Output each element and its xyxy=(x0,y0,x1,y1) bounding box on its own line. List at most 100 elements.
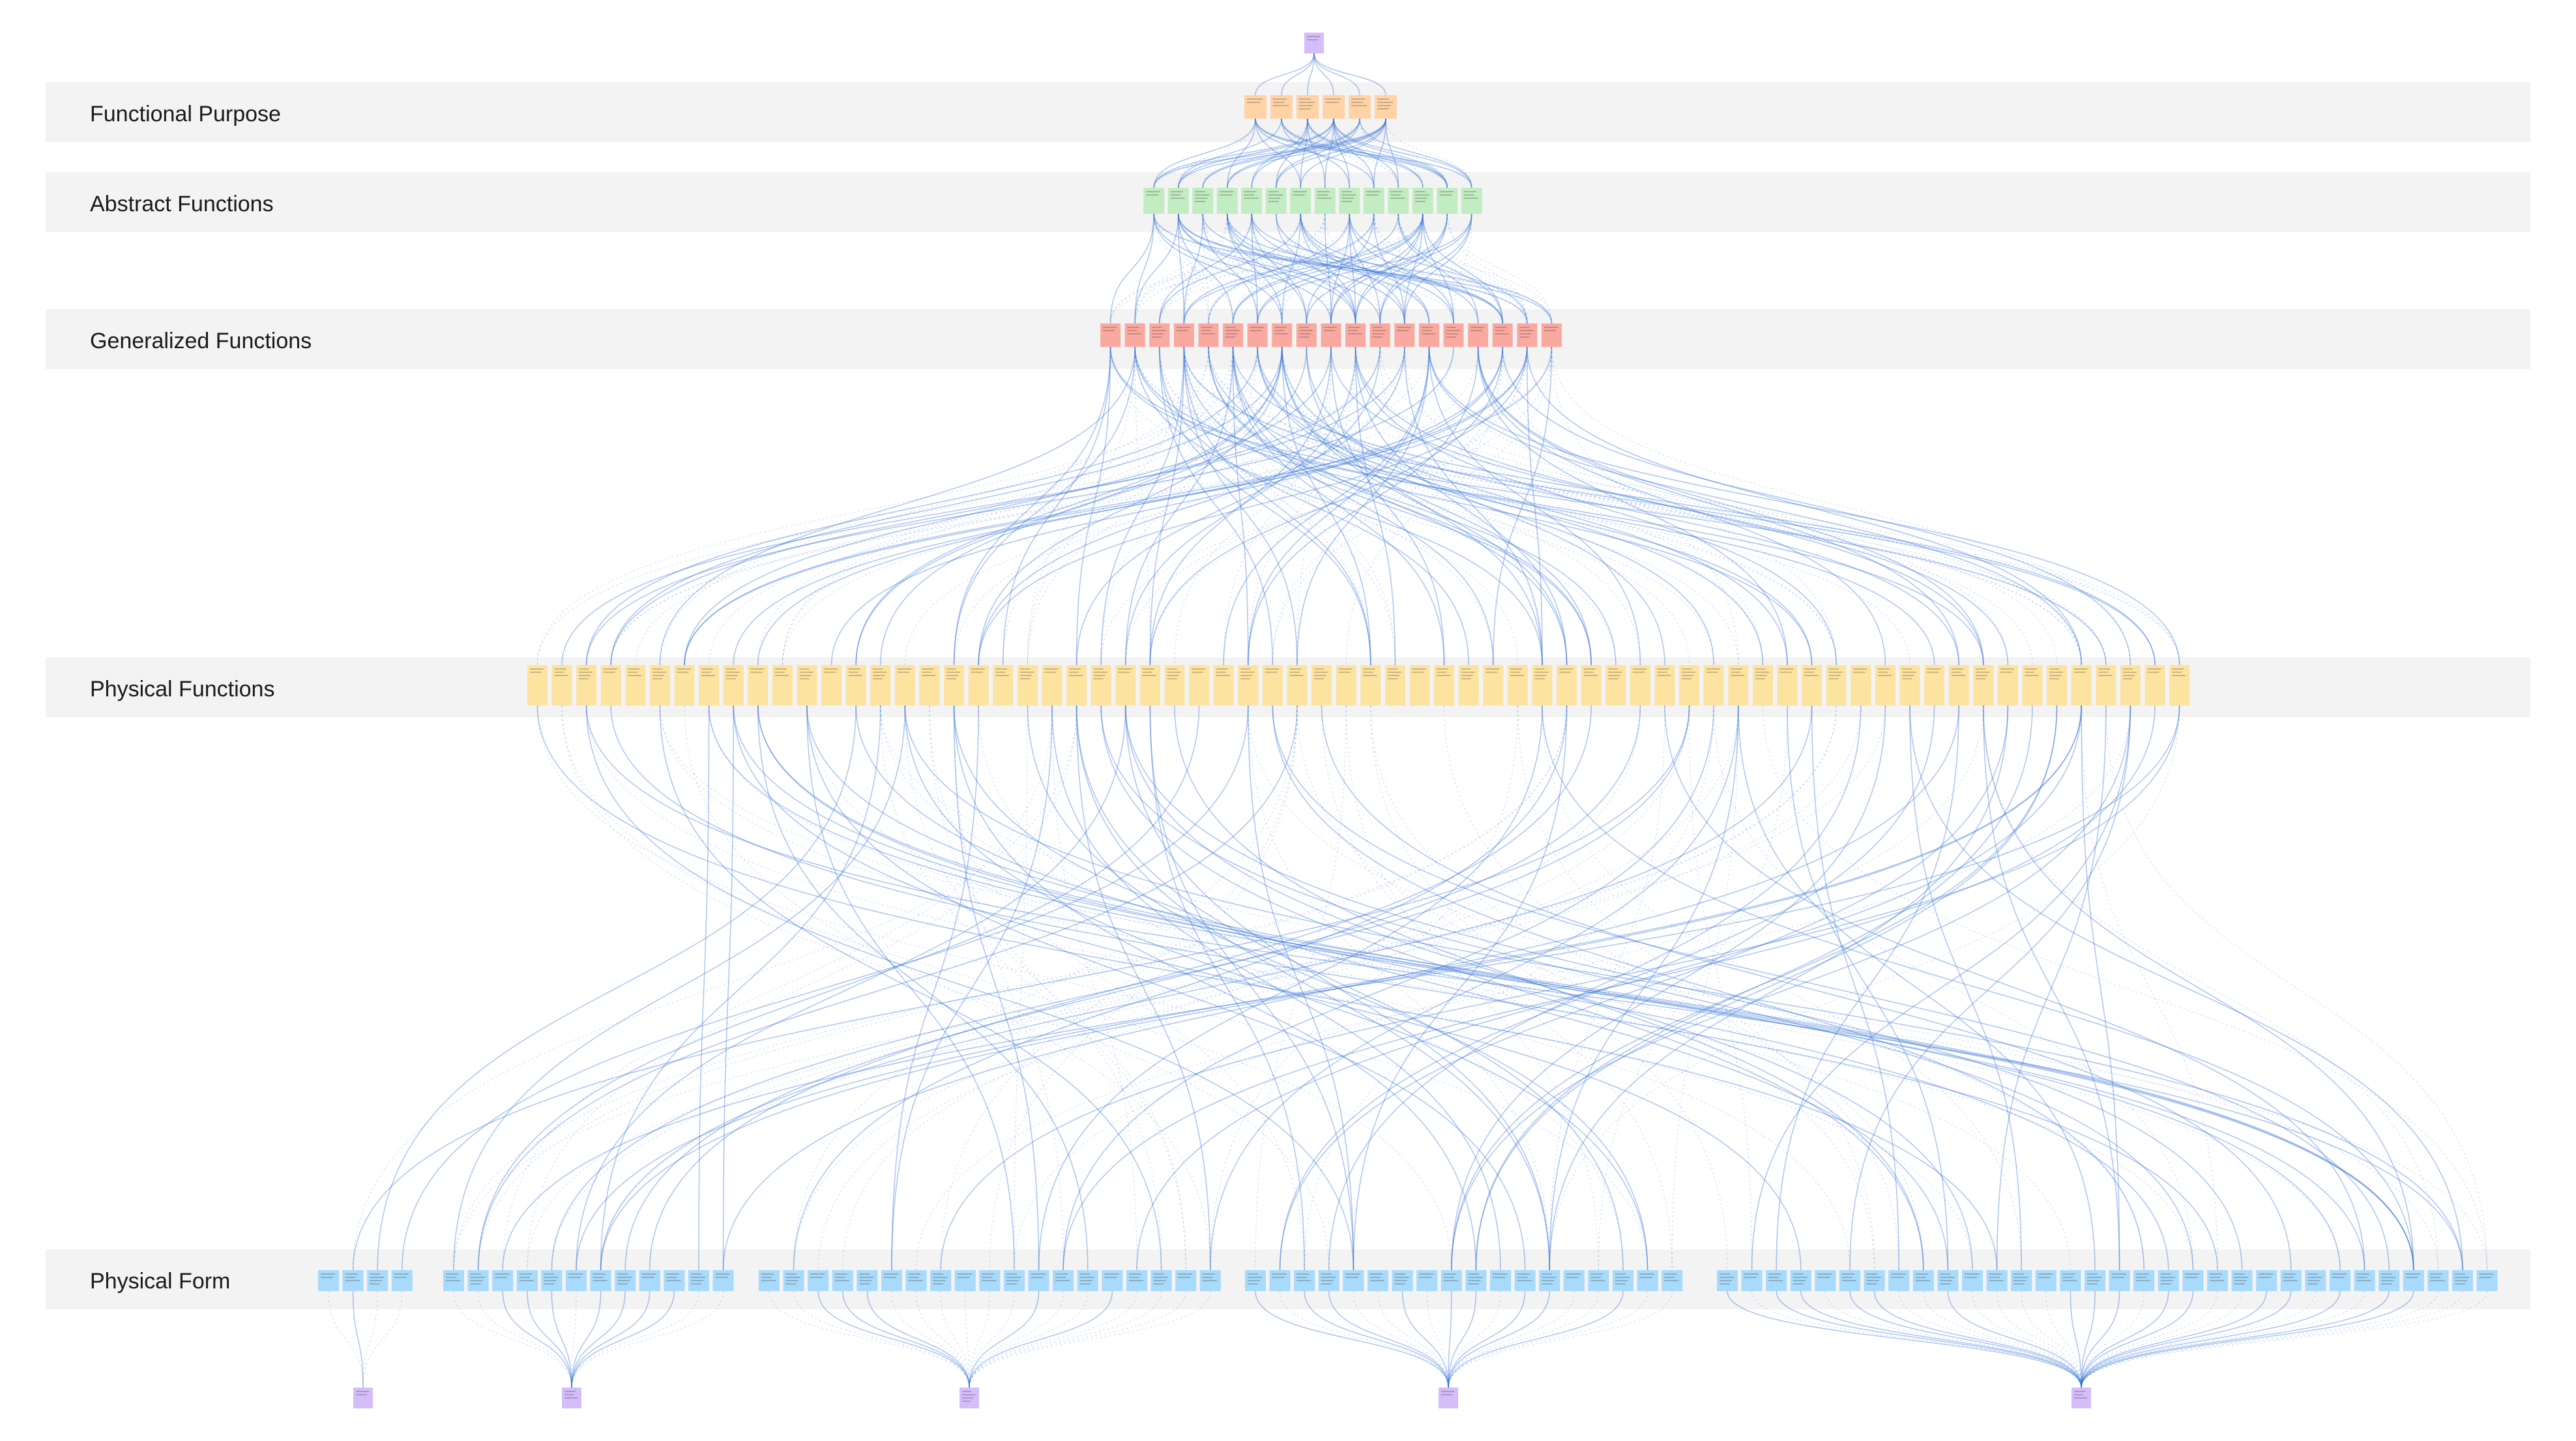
physical-form-node[interactable] xyxy=(1790,1270,1811,1291)
physical-form-node[interactable] xyxy=(541,1270,563,1291)
physical-function-node[interactable] xyxy=(1066,665,1087,706)
generalized-function-node[interactable] xyxy=(1418,323,1439,347)
physical-form-node[interactable] xyxy=(1514,1270,1536,1291)
physical-form-node[interactable] xyxy=(2133,1270,2155,1291)
physical-function-node[interactable] xyxy=(1042,665,1062,706)
physical-form-node[interactable] xyxy=(1269,1270,1291,1291)
physical-form-node[interactable] xyxy=(856,1270,878,1291)
physical-form-node[interactable] xyxy=(1368,1270,1388,1291)
physical-function-node[interactable] xyxy=(772,665,793,706)
abstract-function-node[interactable] xyxy=(1314,188,1336,214)
physical-form-node[interactable] xyxy=(2476,1270,2498,1291)
physical-form-node[interactable] xyxy=(1004,1270,1025,1291)
physical-form-node[interactable] xyxy=(443,1270,464,1291)
physical-form-node[interactable] xyxy=(1986,1270,2008,1291)
physical-form-node[interactable] xyxy=(1539,1270,1560,1291)
physical-function-node[interactable] xyxy=(1679,665,1700,706)
physical-function-node[interactable] xyxy=(2047,665,2068,706)
physical-function-node[interactable] xyxy=(968,665,989,706)
physical-form-node[interactable] xyxy=(1490,1270,1511,1291)
generalized-function-node[interactable] xyxy=(1272,323,1293,347)
physical-function-node[interactable] xyxy=(1973,665,1994,706)
physical-form-node[interactable] xyxy=(1126,1270,1147,1291)
physical-form-node[interactable] xyxy=(954,1270,976,1291)
physical-form-node[interactable] xyxy=(1864,1270,1885,1291)
physical-form-node[interactable] xyxy=(516,1270,538,1291)
physical-function-node[interactable] xyxy=(993,665,1014,706)
physical-function-node[interactable] xyxy=(894,665,915,706)
physical-function-node[interactable] xyxy=(723,665,744,706)
physical-form-node[interactable] xyxy=(1245,1270,1266,1291)
physical-function-node[interactable] xyxy=(1090,665,1111,706)
generalized-function-node[interactable] xyxy=(1492,323,1513,347)
functional-purpose-node[interactable] xyxy=(1270,95,1293,119)
generalized-function-node[interactable] xyxy=(1468,323,1489,347)
physical-form-node[interactable] xyxy=(2231,1270,2253,1291)
physical-form-node[interactable] xyxy=(1392,1270,1413,1291)
physical-form-node[interactable] xyxy=(1912,1270,1934,1291)
physical-form-node[interactable] xyxy=(759,1270,780,1291)
physical-form-node[interactable] xyxy=(1588,1270,1609,1291)
physical-form-node[interactable] xyxy=(1637,1270,1658,1291)
generalized-function-node[interactable] xyxy=(1369,323,1390,347)
physical-form-node[interactable] xyxy=(2280,1270,2302,1291)
physical-form-node[interactable] xyxy=(2085,1270,2105,1291)
physical-form-node[interactable] xyxy=(1441,1270,1462,1291)
physical-form-node[interactable] xyxy=(590,1270,611,1291)
physical-form-node[interactable] xyxy=(1294,1270,1315,1291)
physical-form-node[interactable] xyxy=(2109,1270,2130,1291)
physical-function-node[interactable] xyxy=(649,665,670,706)
physical-form-node[interactable] xyxy=(2427,1270,2449,1291)
physical-function-node[interactable] xyxy=(699,665,720,706)
physical-function-node[interactable] xyxy=(1311,665,1332,706)
physical-function-node[interactable] xyxy=(870,665,891,706)
physical-form-group-node[interactable] xyxy=(2071,1388,2091,1408)
physical-form-group-node[interactable] xyxy=(562,1388,581,1408)
abstract-function-node[interactable] xyxy=(1412,188,1433,214)
physical-form-node[interactable] xyxy=(1465,1270,1487,1291)
abstract-function-node[interactable] xyxy=(1290,188,1311,214)
physical-form-node[interactable] xyxy=(2354,1270,2375,1291)
abstract-function-node[interactable] xyxy=(1339,188,1360,214)
physical-function-node[interactable] xyxy=(625,665,646,706)
physical-form-node[interactable] xyxy=(930,1270,952,1291)
physical-function-node[interactable] xyxy=(1507,665,1528,706)
abstract-function-node[interactable] xyxy=(1167,188,1189,214)
physical-form-node[interactable] xyxy=(2256,1270,2277,1291)
physical-function-node[interactable] xyxy=(821,665,842,706)
physical-function-node[interactable] xyxy=(1997,665,2018,706)
physical-form-node[interactable] xyxy=(342,1270,364,1291)
physical-function-node[interactable] xyxy=(2120,665,2141,706)
generalized-function-node[interactable] xyxy=(1173,323,1194,347)
physical-function-node[interactable] xyxy=(1483,665,1504,706)
physical-form-node[interactable] xyxy=(783,1270,804,1291)
abstract-function-node[interactable] xyxy=(1241,188,1263,214)
physical-form-node[interactable] xyxy=(318,1270,339,1291)
physical-function-node[interactable] xyxy=(600,665,621,706)
physical-function-node[interactable] xyxy=(1752,665,1773,706)
physical-function-node[interactable] xyxy=(1262,665,1283,706)
physical-form-node[interactable] xyxy=(1888,1270,1910,1291)
physical-form-node[interactable] xyxy=(1839,1270,1860,1291)
physical-form-node[interactable] xyxy=(664,1270,685,1291)
generalized-function-node[interactable] xyxy=(1541,323,1562,347)
physical-function-node[interactable] xyxy=(1875,665,1895,706)
physical-form-node[interactable] xyxy=(905,1270,927,1291)
physical-function-node[interactable] xyxy=(1115,665,1136,706)
physical-form-node[interactable] xyxy=(1416,1270,1438,1291)
physical-function-node[interactable] xyxy=(797,665,817,706)
abstract-function-node[interactable] xyxy=(1388,188,1409,214)
generalized-function-node[interactable] xyxy=(1394,323,1415,347)
physical-function-node[interactable] xyxy=(1728,665,1749,706)
physical-form-node[interactable] xyxy=(712,1270,734,1291)
generalized-function-node[interactable] xyxy=(1517,323,1538,347)
physical-function-node[interactable] xyxy=(1360,665,1381,706)
physical-function-node[interactable] xyxy=(674,665,695,706)
physical-function-node[interactable] xyxy=(2169,665,2190,706)
physical-form-node[interactable] xyxy=(1053,1270,1074,1291)
root-node[interactable] xyxy=(1304,33,1324,53)
physical-function-node[interactable] xyxy=(1924,665,1945,706)
physical-function-node[interactable] xyxy=(1458,665,1479,706)
physical-form-node[interactable] xyxy=(832,1270,853,1291)
functional-purpose-node[interactable] xyxy=(1296,95,1319,119)
